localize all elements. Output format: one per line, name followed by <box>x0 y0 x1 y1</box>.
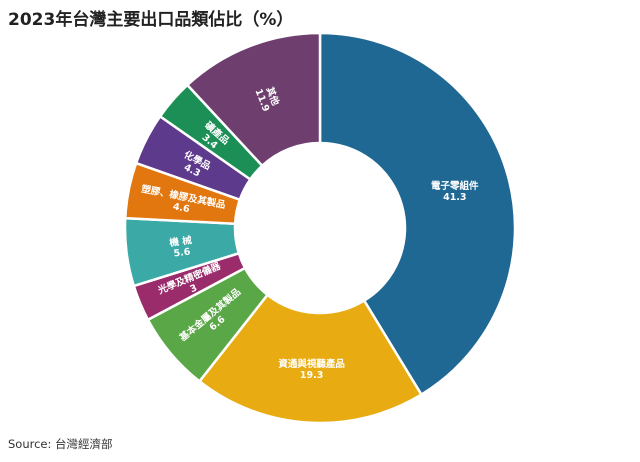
slice-value-label: 4.6 <box>172 201 191 215</box>
slice-value-label: 5.6 <box>173 246 191 259</box>
slice-value-label: 3 <box>189 283 199 296</box>
donut-slice-9 <box>185 31 322 168</box>
slice-value-label: 19.3 <box>300 370 323 381</box>
slice-category-label: 電子零組件 <box>431 180 479 192</box>
donut-slice-1 <box>318 31 517 397</box>
slice-category-label: 資通與視聽產品 <box>278 358 345 370</box>
source-note: Source: 台灣經濟部 <box>8 437 113 451</box>
chart-title: 2023年台灣主要出口品類佔比（%） <box>8 10 294 30</box>
slice-value-label: 41.3 <box>443 192 466 203</box>
donut-slice-2 <box>197 293 424 425</box>
slice-label-5: 機 械5.6 <box>169 234 193 259</box>
slice-category-label: 機 械 <box>169 234 193 249</box>
